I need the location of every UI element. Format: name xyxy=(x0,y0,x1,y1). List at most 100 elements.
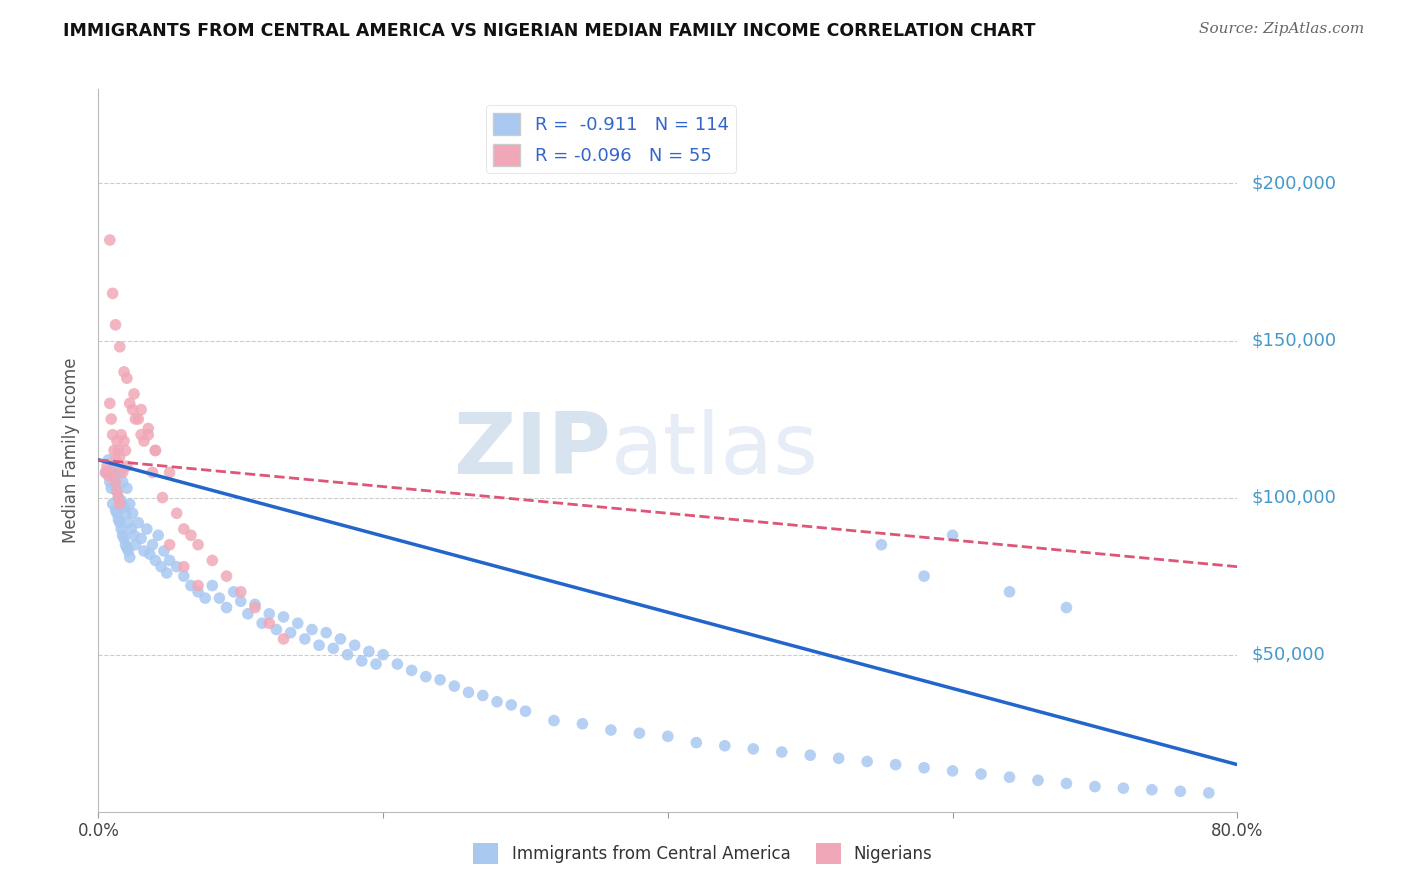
Point xyxy=(243,598,266,612)
Point xyxy=(515,704,537,718)
Point xyxy=(124,538,146,552)
Point xyxy=(120,522,142,536)
Text: $100,000: $100,000 xyxy=(1251,489,1336,507)
Point xyxy=(1198,786,1220,800)
Point xyxy=(329,632,352,646)
Point xyxy=(457,685,479,699)
Point xyxy=(1112,781,1135,796)
Point xyxy=(201,553,224,567)
Point xyxy=(387,657,409,671)
Point xyxy=(110,427,132,442)
Point xyxy=(150,559,173,574)
Point xyxy=(100,481,122,495)
Point xyxy=(105,484,128,499)
Point xyxy=(828,751,851,765)
Point xyxy=(96,459,118,474)
Point xyxy=(112,365,135,379)
Point xyxy=(152,491,174,505)
Point xyxy=(770,745,793,759)
Point xyxy=(714,739,737,753)
Point xyxy=(294,632,316,646)
Point xyxy=(108,516,131,530)
Point xyxy=(118,550,141,565)
Point xyxy=(429,673,451,687)
Point xyxy=(1170,784,1192,798)
Point xyxy=(229,584,252,599)
Point xyxy=(101,459,124,474)
Point xyxy=(201,578,224,592)
Point xyxy=(103,443,125,458)
Point xyxy=(166,506,188,520)
Point xyxy=(98,233,121,247)
Point xyxy=(173,569,195,583)
Point xyxy=(104,503,127,517)
Point xyxy=(105,506,128,520)
Legend: Immigrants from Central America, Nigerians: Immigrants from Central America, Nigeria… xyxy=(467,837,939,871)
Text: ZIP: ZIP xyxy=(453,409,612,492)
Point xyxy=(98,396,121,410)
Point xyxy=(443,679,465,693)
Point xyxy=(104,453,127,467)
Point xyxy=(111,528,134,542)
Point xyxy=(118,396,141,410)
Point xyxy=(136,427,159,442)
Point xyxy=(108,497,131,511)
Point xyxy=(250,616,273,631)
Point xyxy=(236,607,259,621)
Point xyxy=(501,698,523,712)
Point xyxy=(110,493,132,508)
Point xyxy=(101,286,124,301)
Point xyxy=(187,578,209,592)
Point xyxy=(107,491,129,505)
Point xyxy=(173,559,195,574)
Point xyxy=(104,318,127,332)
Point xyxy=(998,584,1021,599)
Point xyxy=(998,770,1021,784)
Point xyxy=(100,412,122,426)
Point xyxy=(145,443,167,458)
Point xyxy=(215,600,238,615)
Point xyxy=(357,644,380,658)
Text: $50,000: $50,000 xyxy=(1251,646,1324,664)
Point xyxy=(870,538,893,552)
Point xyxy=(471,689,494,703)
Point xyxy=(208,591,231,606)
Y-axis label: Median Family Income: Median Family Income xyxy=(62,358,80,543)
Point xyxy=(129,427,152,442)
Point xyxy=(628,726,651,740)
Point xyxy=(343,638,366,652)
Point xyxy=(105,484,128,499)
Point xyxy=(94,466,117,480)
Point xyxy=(336,648,359,662)
Point xyxy=(129,532,152,546)
Text: IMMIGRANTS FROM CENTRAL AMERICA VS NIGERIAN MEDIAN FAMILY INCOME CORRELATION CHA: IMMIGRANTS FROM CENTRAL AMERICA VS NIGER… xyxy=(63,22,1036,40)
Point xyxy=(97,453,120,467)
Point xyxy=(145,553,167,567)
Point xyxy=(115,371,138,385)
Point xyxy=(111,466,134,480)
Point xyxy=(135,522,157,536)
Point xyxy=(114,506,136,520)
Point xyxy=(315,625,337,640)
Point xyxy=(132,434,155,448)
Point xyxy=(138,547,160,561)
Point xyxy=(132,544,155,558)
Point xyxy=(108,466,131,480)
Point xyxy=(124,412,146,426)
Point xyxy=(287,616,309,631)
Point xyxy=(118,497,141,511)
Point xyxy=(112,532,135,546)
Point xyxy=(111,475,134,489)
Point xyxy=(101,466,124,480)
Point xyxy=(187,538,209,552)
Point xyxy=(141,466,163,480)
Point xyxy=(141,538,163,552)
Point xyxy=(415,670,437,684)
Point xyxy=(657,729,679,743)
Point xyxy=(912,761,935,775)
Point xyxy=(259,616,281,631)
Point xyxy=(243,600,266,615)
Point xyxy=(600,723,623,737)
Point xyxy=(127,516,149,530)
Point xyxy=(308,638,330,652)
